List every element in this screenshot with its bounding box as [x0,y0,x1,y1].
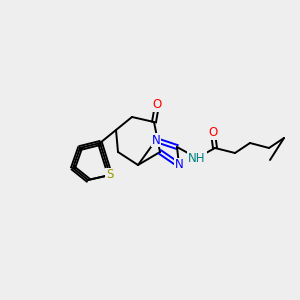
Text: N: N [175,158,183,172]
Text: O: O [208,127,217,140]
Text: NH: NH [188,152,206,164]
Text: S: S [106,169,114,182]
Text: N: N [152,134,160,146]
Text: O: O [152,98,162,112]
